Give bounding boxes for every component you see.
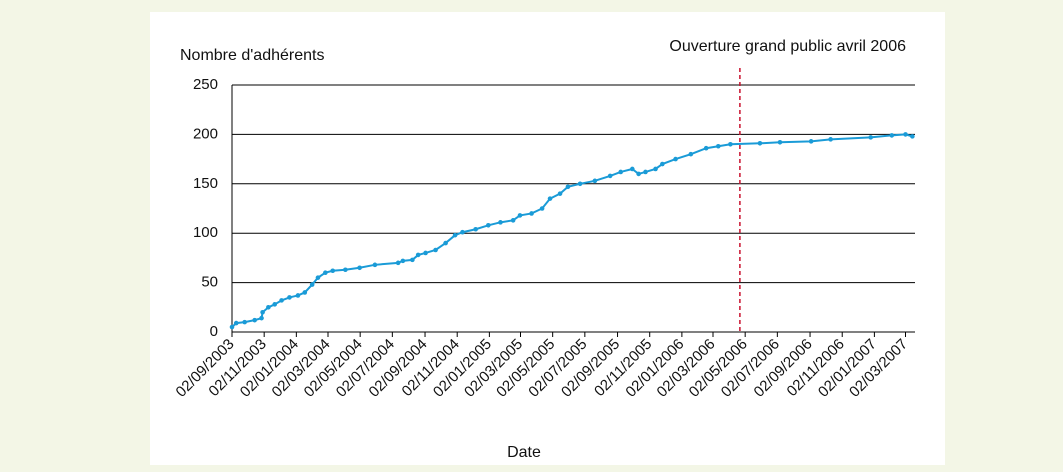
data-point [486, 222, 491, 228]
data-point [309, 282, 315, 287]
y-axis-title: Nombre d'adhérents [180, 47, 324, 64]
data-point [757, 140, 763, 146]
data-point [728, 141, 733, 147]
data-point [295, 293, 301, 298]
data-point [260, 309, 265, 315]
data-point [279, 298, 284, 303]
data-point [372, 262, 378, 268]
data-point [889, 133, 895, 138]
data-point [400, 258, 406, 264]
data-point [433, 247, 438, 253]
data-point [323, 270, 328, 276]
data-point [252, 317, 257, 323]
data-point [643, 169, 648, 175]
data-point [777, 140, 783, 145]
data-point [653, 166, 658, 172]
data-point [529, 211, 534, 216]
annotation-text: Ouverture grand public avril 2006 [669, 38, 906, 55]
data-point [547, 196, 553, 201]
data-point [473, 226, 478, 232]
data-point [715, 143, 721, 149]
data-point [510, 218, 516, 223]
data-point [233, 320, 239, 326]
data-point [460, 229, 465, 235]
data-point [539, 206, 545, 211]
data-point [910, 134, 915, 139]
data-point [443, 240, 448, 246]
data-point [636, 171, 641, 177]
data-point [242, 319, 247, 325]
data-point [330, 268, 336, 274]
data-point [415, 252, 421, 258]
y-tick-label: 250 [193, 76, 218, 93]
data-point [452, 232, 458, 238]
data-point [517, 213, 523, 218]
data-point [673, 156, 678, 162]
y-tick-label: 0 [210, 323, 218, 340]
data-point [498, 220, 503, 225]
data-point [287, 295, 292, 300]
data-point [266, 305, 271, 310]
data-point [410, 257, 415, 263]
data-point [395, 260, 401, 266]
data-point [592, 178, 598, 184]
data-point [272, 302, 278, 307]
x-axis-title: Date [507, 444, 541, 461]
data-point [828, 137, 833, 142]
data-point [577, 181, 583, 187]
data-point [229, 324, 235, 330]
data-point [688, 151, 694, 157]
data-point [703, 145, 709, 151]
y-tick-label: 50 [201, 274, 218, 291]
data-point [557, 191, 563, 196]
data-point [423, 250, 428, 256]
data-point [357, 265, 362, 271]
y-tick-label: 200 [193, 125, 218, 142]
data-point [660, 161, 665, 167]
data-point [343, 267, 348, 273]
data-point [302, 290, 308, 295]
data-point [565, 184, 571, 190]
y-tick-label: 150 [193, 175, 218, 192]
data-point [259, 315, 264, 321]
data-point [607, 173, 613, 179]
data-point [618, 169, 624, 175]
data-point [868, 135, 873, 140]
data-point [808, 139, 814, 144]
data-point [903, 132, 908, 137]
y-tick-label: 100 [193, 224, 218, 241]
chart-panel [150, 12, 945, 465]
data-point [315, 275, 321, 280]
data-point [630, 166, 635, 172]
